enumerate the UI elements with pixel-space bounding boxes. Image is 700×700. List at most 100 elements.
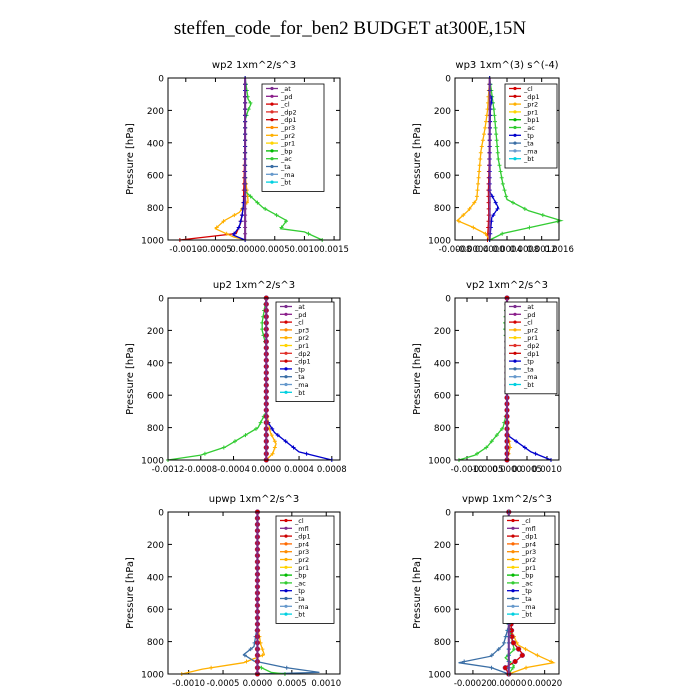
y-axis-label: Pressure [hPa]	[125, 343, 136, 415]
legend-marker	[513, 359, 517, 363]
series-line	[167, 297, 267, 461]
data-point	[493, 125, 498, 130]
data-point	[270, 426, 275, 431]
data-point	[272, 439, 277, 444]
x-tick-label: -0.0010	[451, 465, 484, 475]
y-tick-label: 600	[434, 606, 451, 616]
legend-label: _tp	[523, 358, 534, 366]
data-point	[263, 206, 268, 211]
chart-title: vp2 1xm^2/s^3	[466, 280, 548, 291]
legend-marker	[511, 589, 515, 593]
y-tick-label: 400	[434, 573, 451, 583]
data-point	[490, 194, 495, 199]
y-axis-label: Pressure [hPa]	[412, 123, 423, 195]
y-tick-label: 400	[147, 359, 164, 369]
legend-marker	[511, 526, 515, 530]
legend-marker	[511, 565, 515, 569]
data-point	[495, 144, 500, 149]
x-tick-label: 0.0010	[290, 245, 320, 255]
data-point	[284, 219, 289, 224]
data-point	[248, 100, 253, 105]
x-tick-label: 0.0004	[492, 245, 522, 255]
legend-marker	[284, 557, 288, 562]
legend-label: _ac	[280, 155, 292, 163]
data-point	[477, 169, 482, 174]
legend-label: _pr3	[294, 326, 309, 334]
x-tick-label: -0.00020	[454, 679, 492, 689]
y-tick-label: 200	[434, 327, 451, 337]
legend-label: _bt	[280, 179, 291, 187]
legend-label: _ta	[294, 595, 305, 603]
chart-panel-2: wp3 1xm^(3) s^(-4) Pressure [hPa] 0 200 400 6…	[412, 60, 574, 255]
legend-marker	[513, 382, 517, 387]
x-tick-label: -0.0005	[207, 679, 240, 689]
legend-marker	[513, 343, 517, 348]
plot-frame	[454, 297, 560, 461]
x-tick-label: -0.0010	[169, 245, 202, 255]
legend-label: _pr4	[294, 540, 309, 548]
data-point	[494, 433, 499, 438]
data-point	[272, 445, 277, 450]
legend-marker	[284, 581, 288, 585]
y-tick-label: 0	[158, 509, 164, 519]
legend-marker	[284, 351, 288, 355]
y-tick-label: 800	[147, 424, 164, 434]
legend-marker	[513, 125, 517, 130]
legend-marker	[270, 118, 274, 122]
data-point	[260, 327, 265, 332]
chart-title: vpwp 1xm^2/s^3	[462, 494, 552, 505]
legend-label: _dp1	[523, 93, 540, 101]
legend-label: _cl	[294, 517, 304, 525]
data-point	[522, 445, 527, 450]
series-line	[458, 297, 508, 461]
legend-label: _pd	[523, 311, 536, 319]
data-point	[524, 665, 529, 670]
data-point	[304, 451, 309, 456]
x-tick-label: 0.0000	[475, 245, 505, 255]
data-point	[474, 194, 479, 199]
data-point	[484, 445, 489, 450]
data-point	[224, 231, 229, 236]
x-tick-label: 0.0000	[251, 465, 281, 475]
legend-label: _bp	[280, 147, 293, 155]
legend-marker	[513, 110, 517, 114]
data-point	[489, 439, 494, 444]
chart-title: upwp 1xm^2/s^3	[209, 494, 299, 505]
y-tick-label: 600	[434, 172, 451, 182]
page-title: steffen_code_for_ben2 BUDGET at300E,15N	[173, 18, 527, 39]
legend-label: _pr3	[521, 548, 536, 556]
legend-marker	[513, 118, 517, 122]
data-point	[512, 658, 518, 665]
legend-marker	[270, 164, 274, 169]
data-point	[483, 231, 488, 236]
data-point	[493, 119, 497, 124]
data-point	[260, 647, 265, 652]
legend-marker	[284, 367, 288, 371]
data-point	[499, 426, 504, 431]
y-axis-label: Pressure [hPa]	[125, 557, 136, 629]
x-tick-label: 0.0010	[532, 465, 562, 475]
y-tick-label: 1000	[428, 457, 451, 467]
legend-box	[504, 301, 558, 395]
plot-frame	[167, 511, 341, 675]
y-tick-label: 1000	[428, 237, 451, 247]
data-point	[489, 653, 494, 658]
legend-label: _dp1	[294, 533, 311, 541]
legend-marker	[511, 612, 515, 616]
x-tick-label: 0.00020	[527, 679, 562, 689]
legend-label: _ta	[280, 163, 291, 171]
data-point	[535, 653, 540, 658]
legend-marker	[513, 367, 517, 371]
x-tick-label: 0.0015	[319, 245, 349, 255]
legend-label: _bp1	[523, 116, 540, 124]
legend-marker	[284, 565, 288, 569]
legend-marker	[284, 573, 288, 577]
y-tick-label: 200	[147, 327, 164, 337]
legend-marker	[511, 604, 515, 608]
x-tick-label: -0.0010	[172, 679, 205, 689]
legend-label: _dp1	[523, 350, 540, 358]
data-point	[260, 320, 265, 325]
legend-label: _ma	[523, 147, 538, 155]
legend-label: _ma	[521, 603, 536, 611]
data-point	[232, 231, 237, 236]
